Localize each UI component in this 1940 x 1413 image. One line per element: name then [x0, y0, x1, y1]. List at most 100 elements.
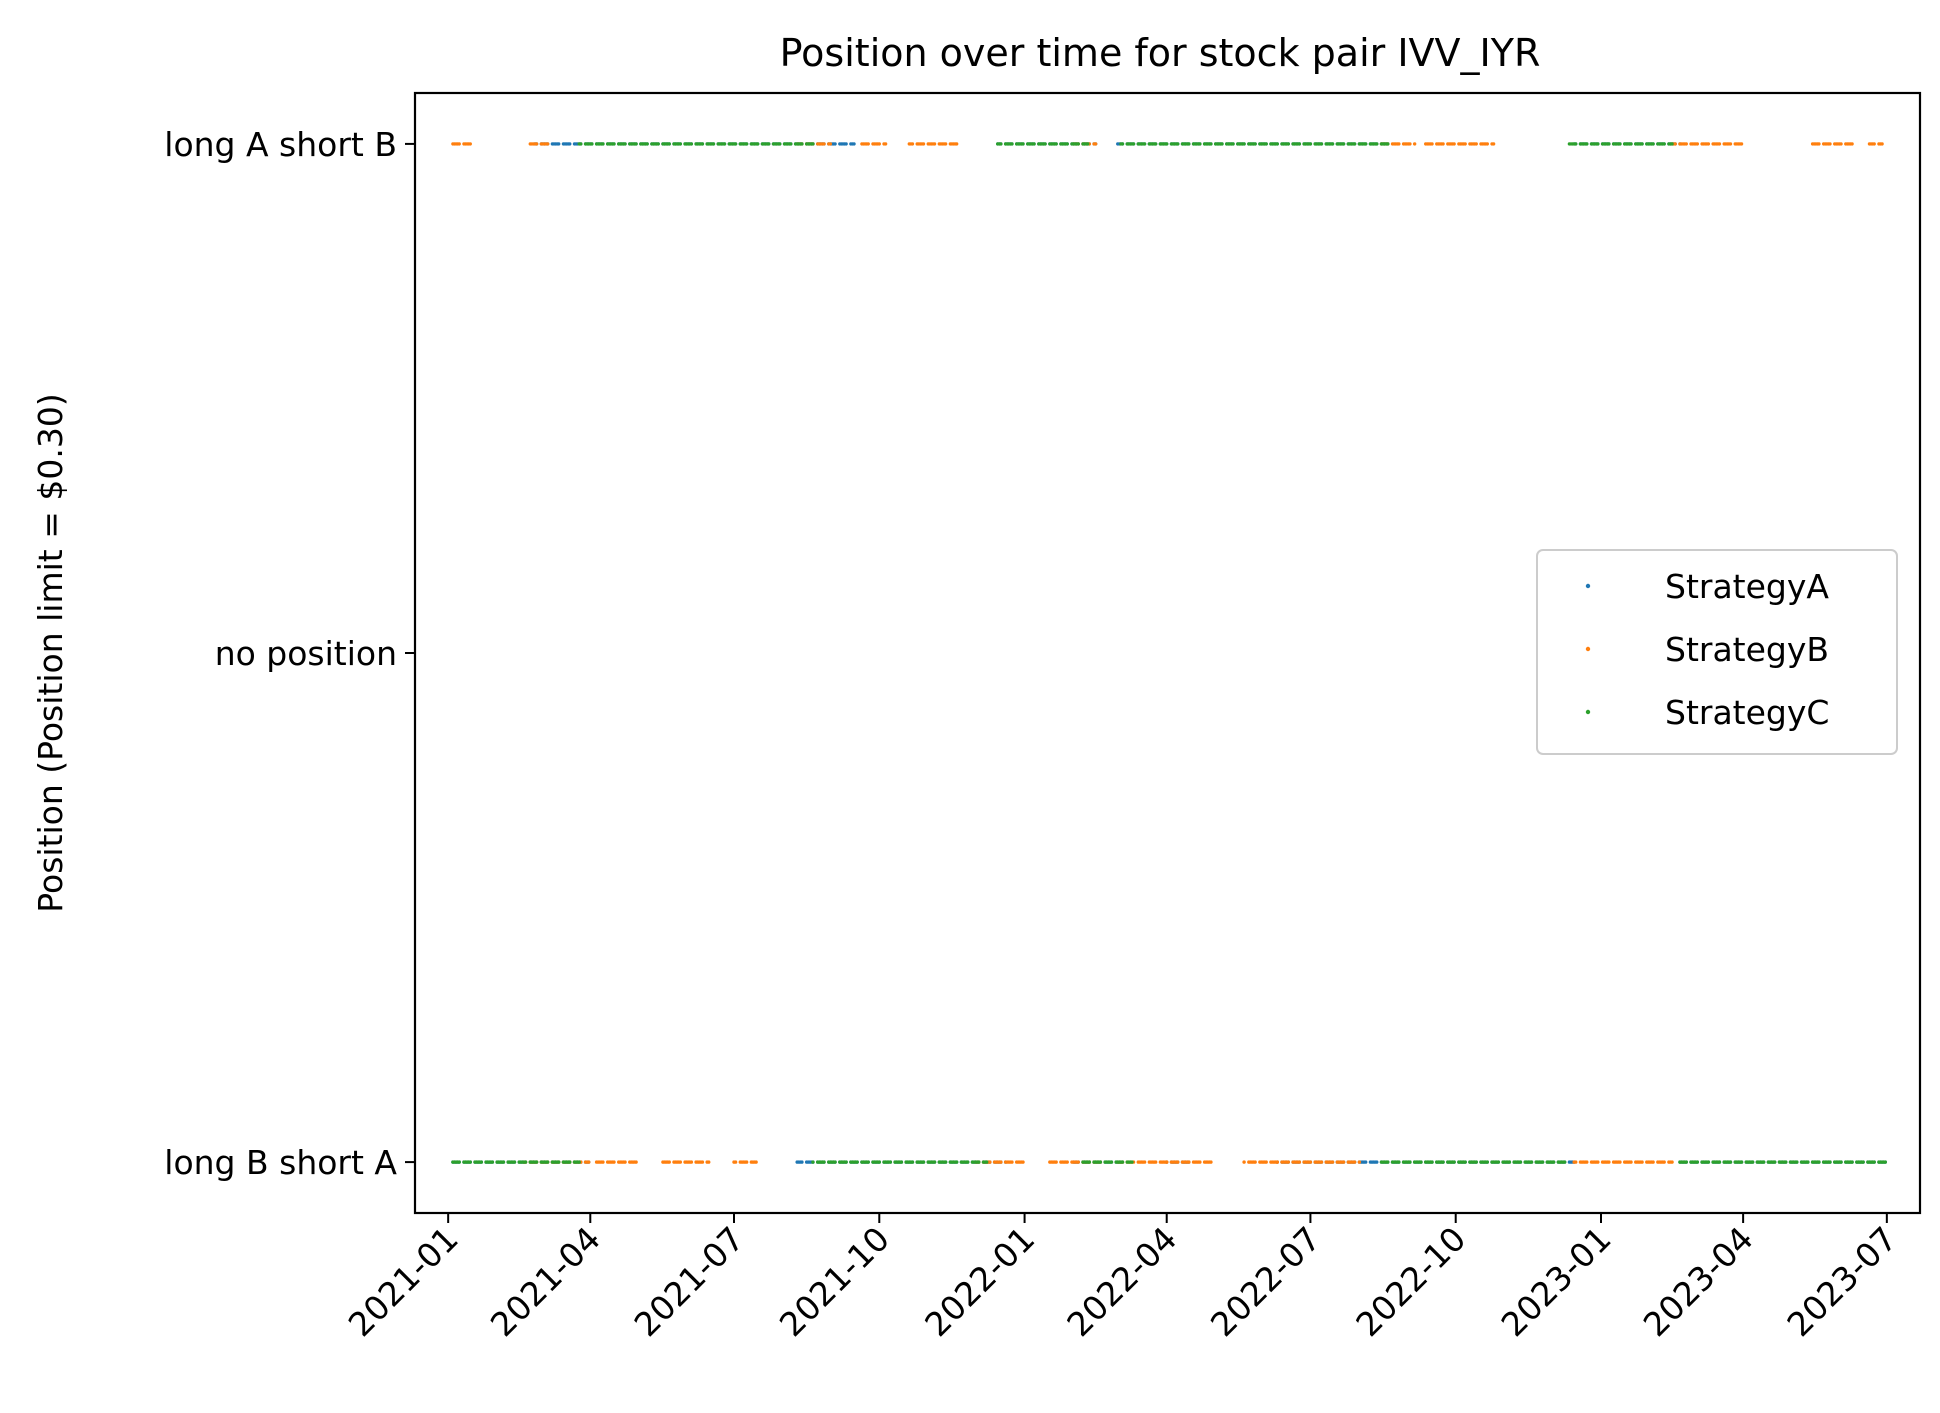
- point-StrategyB-17: [1441, 142, 1445, 146]
- point-StrategyB-17: [1452, 142, 1456, 146]
- x-tick-label-9: 2023-04: [1636, 1219, 1761, 1344]
- point-StrategyB-8: [932, 142, 937, 146]
- point-StrategyB-18: [1574, 1160, 1578, 1164]
- point-StrategyB-4: [707, 1160, 711, 1164]
- series-StrategyC: [451, 142, 1887, 1164]
- point-StrategyB-6: [828, 142, 833, 146]
- point-StrategyC-5: [1176, 142, 1180, 146]
- point-StrategyC-3: [1010, 142, 1014, 146]
- legend-marker-StrategyA: [1585, 583, 1591, 589]
- point-StrategyB-15: [1308, 1160, 1313, 1164]
- point-StrategyB-0: [457, 142, 461, 146]
- point-StrategyA-1: [852, 142, 856, 146]
- point-StrategyB-20: [1850, 142, 1854, 146]
- point-StrategyB-18: [1629, 1160, 1633, 1164]
- point-StrategyC-0: [557, 1160, 561, 1164]
- point-StrategyB-9: [1021, 1160, 1025, 1164]
- point-StrategyC-8: [1717, 1160, 1722, 1164]
- point-StrategyB-8: [910, 142, 915, 146]
- point-StrategyB-19: [1673, 142, 1677, 146]
- point-StrategyB-13: [1176, 1160, 1180, 1164]
- point-StrategyB-17: [1430, 142, 1434, 146]
- point-StrategyC-8: [1739, 1160, 1744, 1164]
- point-StrategyC-5: [1352, 142, 1357, 146]
- legend-marker-StrategyB: [1585, 646, 1591, 652]
- point-StrategyC-1: [689, 142, 694, 146]
- point-StrategyB-3: [612, 1160, 616, 1164]
- point-StrategyC-5: [1319, 142, 1324, 146]
- point-StrategyC-5: [1131, 142, 1136, 146]
- point-StrategyB-21: [1880, 142, 1884, 146]
- point-StrategyB-7: [883, 142, 888, 146]
- point-StrategyC-8: [1817, 1160, 1821, 1164]
- point-StrategyB-10: [1054, 1160, 1058, 1164]
- point-StrategyC-7: [1629, 142, 1633, 146]
- point-StrategyC-0: [490, 1160, 495, 1164]
- point-StrategyC-5: [1375, 142, 1379, 146]
- point-StrategyC-1: [579, 142, 583, 146]
- point-StrategyC-8: [1828, 1160, 1832, 1164]
- point-StrategyC-6: [1518, 1160, 1523, 1164]
- point-StrategyA-7: [1375, 1160, 1379, 1164]
- point-StrategyB-21: [1872, 142, 1876, 146]
- point-StrategyB-8: [921, 142, 926, 146]
- y-tick-label-2: long B short A: [164, 1143, 397, 1182]
- point-StrategyA-1: [844, 142, 848, 146]
- point-StrategyC-6: [1463, 1160, 1467, 1164]
- point-StrategyC-1: [612, 142, 616, 146]
- point-StrategyC-7: [1662, 142, 1666, 146]
- point-StrategyC-8: [1695, 1160, 1700, 1164]
- point-StrategyC-1: [733, 142, 738, 146]
- point-StrategyC-7: [1618, 142, 1622, 146]
- x-tick-label-10: 2023-07: [1779, 1219, 1904, 1344]
- point-StrategyC-5: [1264, 142, 1268, 146]
- point-StrategyC-8: [1795, 1160, 1799, 1164]
- point-StrategyB-18: [1618, 1160, 1622, 1164]
- point-StrategyC-3: [1054, 142, 1058, 146]
- point-StrategyC-2: [984, 1160, 989, 1164]
- point-StrategyB-5: [744, 1160, 749, 1164]
- point-StrategyB-18: [1640, 1160, 1644, 1164]
- point-StrategyC-3: [1065, 142, 1069, 146]
- point-StrategyC-0: [568, 1160, 572, 1164]
- point-StrategyB-19: [1695, 142, 1700, 146]
- legend: StrategyA StrategyB StrategyC: [1536, 549, 1898, 755]
- legend-items: StrategyA StrategyB StrategyC: [1585, 567, 1829, 732]
- point-StrategyB-15: [1357, 1160, 1362, 1164]
- point-StrategyC-8: [1883, 1160, 1887, 1164]
- point-StrategyB-8: [943, 142, 948, 146]
- point-StrategyC-1: [623, 142, 627, 146]
- point-StrategyB-9: [988, 1160, 992, 1164]
- point-StrategyB-15: [1352, 1160, 1357, 1164]
- point-StrategyC-4: [1130, 1160, 1134, 1164]
- point-StrategyC-5: [1120, 142, 1125, 146]
- point-StrategyB-17: [1491, 142, 1496, 146]
- point-StrategyC-5: [1286, 142, 1291, 146]
- point-StrategyC-6: [1529, 1160, 1534, 1164]
- point-StrategyC-2: [822, 1160, 826, 1164]
- point-StrategyB-15: [1297, 1160, 1302, 1164]
- point-StrategyC-7: [1651, 142, 1655, 146]
- point-StrategyC-8: [1872, 1160, 1876, 1164]
- point-StrategyC-7: [1670, 142, 1674, 146]
- y-tick-label-0: long A short B: [164, 125, 397, 164]
- point-StrategyC-8: [1684, 1160, 1688, 1164]
- point-StrategyC-5: [1231, 142, 1235, 146]
- point-StrategyC-3: [1086, 142, 1090, 146]
- point-StrategyB-19: [1717, 142, 1722, 146]
- point-StrategyC-1: [811, 142, 815, 146]
- point-StrategyC-2: [932, 1160, 937, 1164]
- point-StrategyC-8: [1850, 1160, 1854, 1164]
- point-StrategyC-2: [888, 1160, 893, 1164]
- x-tick-label-7: 2022-10: [1348, 1219, 1473, 1344]
- point-StrategyB-6: [822, 142, 826, 146]
- point-StrategyC-6: [1562, 1160, 1567, 1164]
- point-StrategyB-20: [1828, 142, 1832, 146]
- point-StrategyC-0: [534, 1160, 539, 1164]
- point-StrategyC-6: [1397, 1160, 1401, 1164]
- point-StrategyC-4: [1109, 1160, 1114, 1164]
- x-axis: 2021-01 2021-04 2021-07 2021-10 2022-01 2022-…: [341, 1213, 1904, 1344]
- legend-marker-StrategyC: [1585, 709, 1591, 715]
- point-StrategyB-7: [866, 142, 870, 146]
- legend-label-StrategyA: StrategyA: [1665, 567, 1829, 606]
